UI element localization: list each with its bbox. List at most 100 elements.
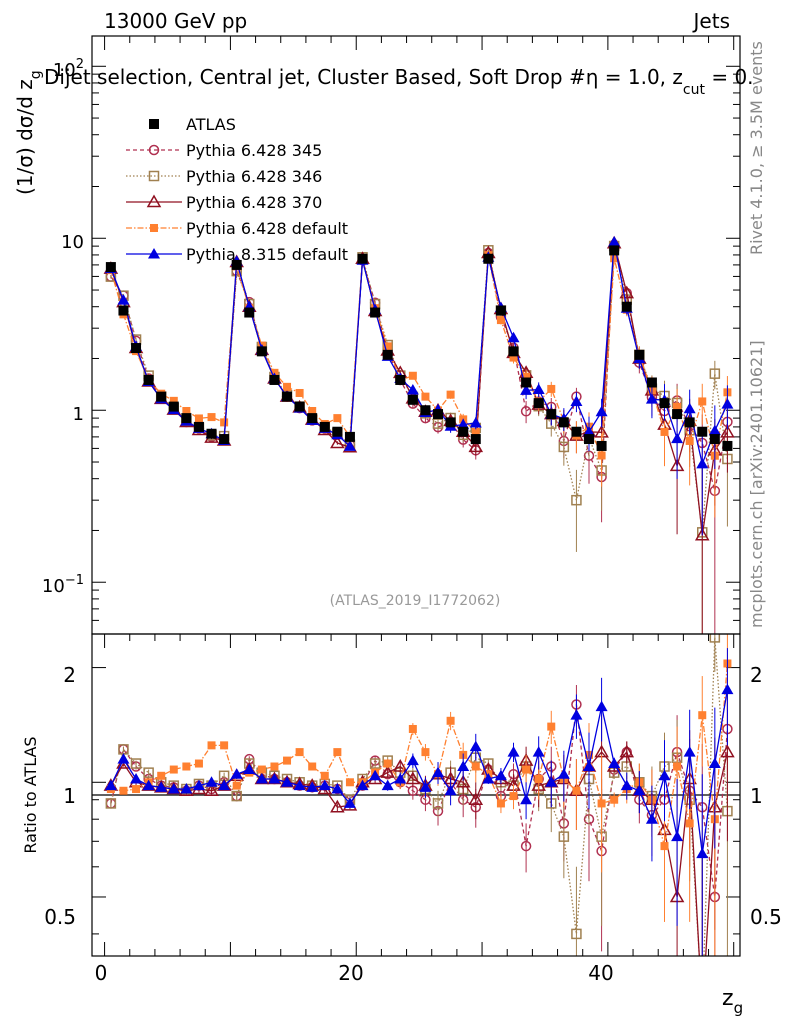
ratio-series-line (110, 750, 729, 956)
ratio-point (698, 1001, 707, 1010)
data-point (621, 301, 632, 312)
data-point (307, 413, 318, 424)
data-point (382, 349, 393, 360)
xlabel-text: z (722, 986, 734, 1011)
legend-marker (148, 170, 160, 182)
ytick-ratio-2: 2 (63, 663, 76, 687)
ratio-point (520, 840, 532, 852)
data-point (610, 254, 619, 263)
data-point (570, 395, 583, 406)
series-line (110, 244, 729, 491)
ratio-point (619, 744, 635, 758)
data-point (673, 402, 682, 411)
data-point (597, 451, 606, 460)
ratio-point (380, 765, 395, 778)
data-point (181, 413, 192, 424)
ytick-main-1: 1 (73, 404, 84, 425)
ratio-point (345, 778, 354, 787)
data-point (219, 434, 230, 445)
ratio-point (583, 760, 596, 772)
ratio-point (534, 775, 543, 784)
ratio-point (496, 799, 505, 808)
rivet-label: Rivet 4.1.0, ≥ 3.5M events (747, 41, 766, 255)
data-point (471, 427, 480, 436)
data-point (571, 494, 582, 506)
data-point (308, 406, 317, 415)
data-point (432, 418, 444, 429)
plot-title-sub: cut (683, 82, 706, 98)
ratio-point (119, 786, 128, 795)
data-point (244, 307, 255, 318)
ratio-point (446, 716, 455, 725)
data-point (595, 405, 608, 417)
ratio-series-pythia-6-428-370 (103, 694, 735, 1017)
data-point (533, 398, 544, 409)
ratio-point (381, 779, 394, 791)
data-point (558, 441, 570, 453)
ratio-point (620, 779, 633, 791)
data-point (295, 388, 304, 397)
ytick-ratio-0p5: 0.5 (44, 905, 76, 929)
data-point (406, 384, 419, 395)
ratio-point (169, 765, 178, 774)
data-point (357, 253, 368, 264)
data-point (407, 394, 418, 405)
ratio-point (231, 790, 242, 802)
data-point (105, 262, 116, 273)
ratio-point (421, 748, 430, 757)
ratio-point (232, 781, 241, 790)
ratio-point (658, 769, 671, 781)
data-point (659, 398, 670, 409)
data-point (421, 392, 430, 401)
ratio-point (406, 754, 419, 766)
legend-entry-pythia-6-428-346: Pythia 6.428 346 (126, 167, 322, 186)
ratio-point (432, 798, 444, 809)
data-point (156, 391, 167, 402)
ytick-ratio-0p5-right: 0.5 (750, 905, 782, 929)
ratio-point (608, 757, 621, 769)
ratio-point (268, 773, 281, 784)
data-point (672, 409, 683, 420)
ylabel-ratio: Ratio to ATLAS (21, 736, 40, 853)
data-point (445, 417, 456, 428)
data-point (508, 346, 519, 357)
series-pythia-6-428-346 (105, 240, 733, 634)
data-point (671, 432, 684, 444)
data-point (646, 377, 657, 388)
xtick-0: 0 (95, 961, 108, 985)
data-point (283, 382, 292, 391)
ylabel-main-text: (1/σ) dσ/d z (13, 79, 37, 195)
ratio-series-line (110, 637, 729, 956)
ratio-point (482, 773, 495, 784)
legend-marker (148, 144, 160, 156)
xlabel: zg (722, 986, 743, 1017)
data-point (708, 424, 721, 436)
ratio-point (547, 722, 556, 731)
ratio-point (721, 683, 734, 695)
data-point (395, 374, 406, 385)
data-point (468, 439, 484, 453)
data-point (458, 426, 469, 437)
series-atlas (105, 245, 733, 451)
ratio-point (696, 1006, 708, 1017)
data-point (697, 426, 708, 437)
data-point (117, 294, 130, 305)
data-point (696, 457, 709, 469)
data-point (571, 426, 582, 437)
data-point (370, 307, 381, 318)
ratio-point (142, 779, 155, 791)
ratio-point (633, 784, 646, 796)
ratio-point (333, 748, 342, 757)
data-point (330, 435, 345, 449)
data-point (483, 253, 494, 264)
ratio-point (698, 711, 707, 720)
ytick-main-100: 102 (53, 57, 84, 81)
data-point (206, 428, 217, 439)
ratio-point (507, 746, 520, 757)
ratio-point (671, 830, 684, 842)
legend-label: ATLAS (186, 115, 236, 134)
xtick-20: 20 (338, 961, 363, 985)
data-point (709, 368, 721, 379)
data-point (446, 390, 455, 399)
ratio-point (257, 765, 266, 774)
